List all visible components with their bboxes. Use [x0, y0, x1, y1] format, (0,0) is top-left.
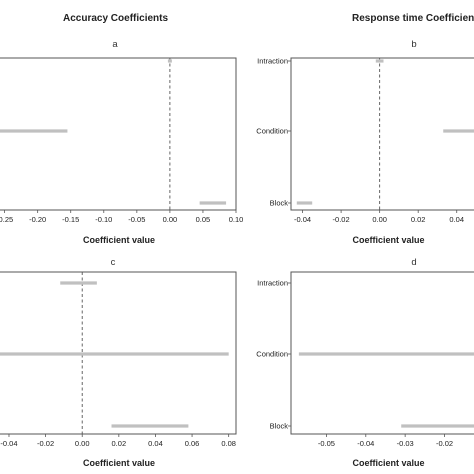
axes-frame: [290, 57, 474, 211]
x-tick-label: -0.10: [95, 215, 112, 224]
response-time-header: Response time Coefficients: [352, 13, 474, 24]
axes-frame: [290, 271, 474, 435]
x-tick-label: 0.02: [411, 215, 426, 224]
panel-letter: b: [411, 39, 416, 50]
x-axis-label: Coefficient value: [83, 458, 155, 468]
x-tick-label: -0.02: [37, 439, 54, 448]
x-tick-label: -0.03: [397, 439, 414, 448]
panel-d: d-0.05-0.04-0.03-0.02-0.01IntractionCond…: [256, 257, 474, 468]
x-tick-label: -0.15: [62, 215, 79, 224]
x-tick-label: 0.00: [372, 215, 387, 224]
x-tick-label: 0.05: [196, 215, 211, 224]
panel-b: b -0.04 -0.02 0.00 0.02 0.04 Intraction Conditi…: [256, 39, 474, 245]
x-tick-label: 0.00: [163, 215, 178, 224]
category-label: Block: [270, 422, 289, 431]
panel-letter: d: [411, 257, 416, 268]
x-axis-label: Coefficient value: [352, 235, 424, 245]
panel-a: a -0.25 -0.20 -0.15 -0.10 -0.05 0.00 0.05 0.10 Co…: [0, 39, 243, 245]
x-axis-label: Coefficient value: [83, 235, 155, 245]
category-label: Intraction: [257, 57, 288, 66]
x-tick-label: -0.20: [29, 215, 46, 224]
accuracy-header: Accuracy Coefficients: [63, 13, 169, 24]
x-axis-label: Coefficient value: [352, 458, 424, 468]
category-label: Block: [270, 199, 289, 208]
category-label: Condition: [256, 127, 288, 136]
x-tick-label: -0.04: [357, 439, 374, 448]
panel-letter: a: [112, 39, 118, 50]
x-tick-label: -0.05: [318, 439, 335, 448]
x-tick-label: -0.25: [0, 215, 13, 224]
x-tick-label: -0.05: [128, 215, 145, 224]
category-label: Condition: [256, 350, 288, 359]
x-tick-label: -0.04: [294, 215, 311, 224]
x-tick-label: 0.04: [449, 215, 464, 224]
x-tick-label: 0.02: [112, 439, 127, 448]
x-tick-label: -0.04: [0, 439, 17, 448]
x-tick-label: 0.00: [75, 439, 90, 448]
panel-c: c -0.04 -0.02 0.00 0.02 0.04 0.06 0.08 Coefficie…: [0, 257, 237, 468]
x-tick-label: 0.06: [185, 439, 200, 448]
x-tick-label: 0.08: [221, 439, 236, 448]
x-tick-label: -0.02: [333, 215, 350, 224]
panel-letter: c: [111, 257, 116, 268]
x-tick-label: 0.10: [229, 215, 244, 224]
category-label: Intraction: [257, 279, 288, 288]
axes-frame: [0, 271, 237, 435]
x-tick-label: -0.02: [436, 439, 453, 448]
axes-frame: [0, 57, 237, 211]
x-tick-label: 0.04: [148, 439, 163, 448]
